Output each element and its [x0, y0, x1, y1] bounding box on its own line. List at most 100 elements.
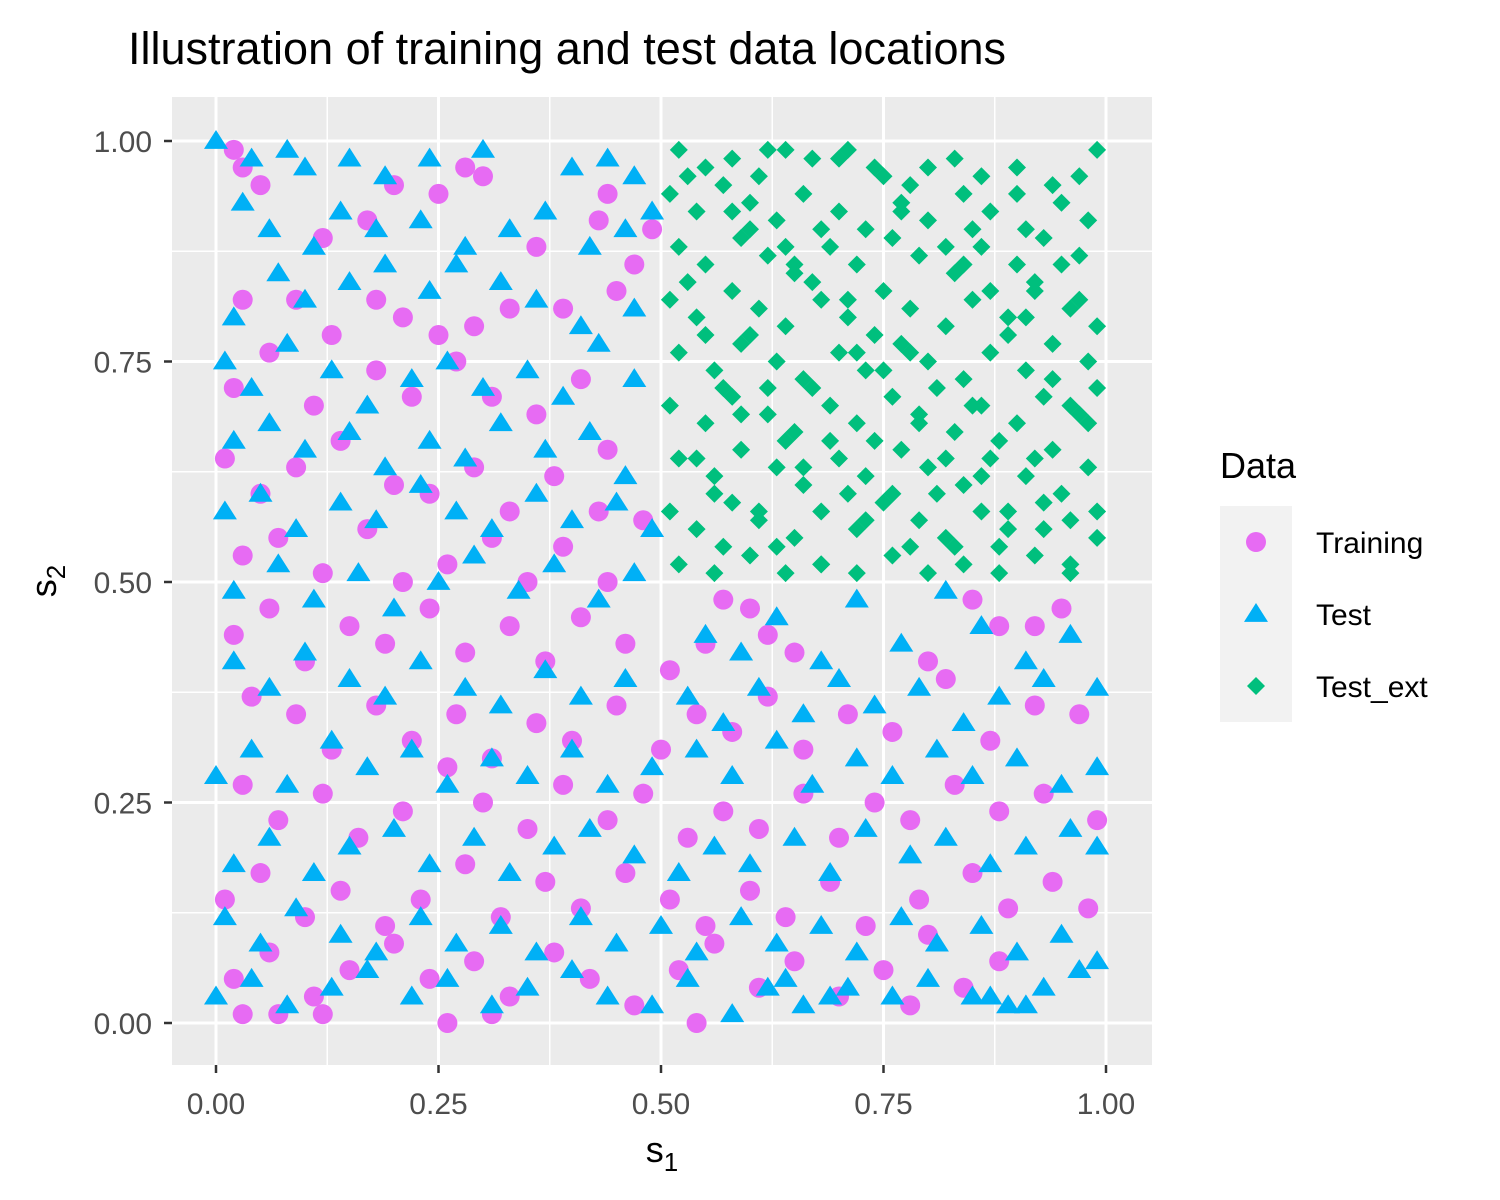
point-training: [375, 915, 396, 936]
legend: Data Training Test Test_ext: [1220, 445, 1428, 722]
point-training: [695, 915, 716, 936]
point-test-ext: [945, 423, 964, 442]
point-training: [1087, 810, 1108, 831]
point-training: [553, 536, 574, 557]
point-test-ext: [954, 255, 973, 274]
point-test: [560, 959, 584, 978]
point-test: [924, 738, 949, 758]
point-test-ext: [723, 202, 742, 221]
point-test-ext: [883, 546, 902, 565]
point-test: [435, 350, 460, 370]
point-test: [622, 297, 647, 317]
point-test-ext: [758, 405, 777, 424]
point-test: [640, 518, 665, 537]
point-test: [533, 438, 558, 458]
point-test-ext: [1079, 211, 1098, 230]
point-training: [535, 871, 556, 892]
point-test: [373, 685, 398, 705]
point-test-ext: [1070, 246, 1089, 265]
point-test-ext: [723, 149, 742, 168]
point-test-ext: [972, 237, 991, 256]
point-test-ext: [714, 378, 733, 397]
point-test-ext: [910, 246, 929, 265]
point-test: [533, 200, 558, 220]
point-test: [844, 941, 869, 961]
point-test: [488, 694, 513, 714]
point-training: [312, 783, 333, 804]
point-training: [989, 616, 1010, 637]
point-test: [613, 668, 638, 687]
point-test-ext: [767, 537, 786, 556]
point-test-ext: [1070, 167, 1089, 186]
point-training: [303, 986, 324, 1007]
point-training: [223, 968, 244, 989]
point-training: [659, 660, 680, 681]
point-training: [624, 995, 645, 1016]
point-test-ext: [812, 290, 831, 309]
point-test-ext: [776, 564, 795, 583]
point-test: [924, 932, 949, 952]
point-test: [675, 967, 700, 987]
point-training: [989, 801, 1010, 822]
legend-entries: Training Test Test_ext: [1244, 527, 1428, 704]
point-training: [250, 863, 271, 884]
point-test-ext: [678, 167, 697, 186]
point-test-ext: [901, 176, 920, 195]
point-test: [827, 668, 851, 687]
point-test-ext: [830, 449, 848, 468]
point-training: [757, 624, 778, 645]
point-test-ext: [1025, 546, 1044, 565]
point-test-ext: [910, 414, 929, 433]
point-test-ext: [972, 167, 991, 186]
point-training: [312, 1004, 333, 1025]
point-training: [713, 801, 734, 822]
point-training: [775, 907, 796, 928]
y-tick-labels: 0.00 0.25 0.50 0.75 1.00: [94, 126, 152, 1041]
point-training: [375, 633, 396, 654]
point-test: [266, 553, 291, 573]
point-test: [729, 906, 754, 926]
point-test: [666, 862, 691, 881]
point-test: [1005, 747, 1029, 767]
legend-title: Data: [1220, 445, 1297, 486]
point-test: [453, 447, 478, 467]
point-training: [312, 563, 333, 584]
point-test-ext: [1025, 273, 1044, 292]
point-training: [392, 307, 413, 328]
point-test-ext: [1008, 414, 1026, 433]
point-test: [275, 773, 300, 793]
point-test: [622, 368, 647, 388]
point-test-ext: [910, 511, 929, 530]
point-training: [526, 404, 547, 425]
point-test-ext: [1043, 440, 1062, 459]
point-training: [499, 298, 520, 319]
point-test: [515, 359, 540, 379]
point-test: [560, 156, 584, 176]
point-test-ext: [847, 414, 866, 433]
point-test-ext: [963, 396, 982, 415]
point-training: [864, 792, 885, 813]
point-test-ext: [714, 537, 733, 556]
legend-training-key: [1246, 532, 1266, 552]
point-test: [960, 765, 985, 784]
point-test: [399, 985, 424, 1005]
point-test-ext: [794, 475, 813, 494]
point-test: [337, 835, 362, 855]
point-test: [408, 209, 433, 229]
point-test-ext: [981, 202, 1000, 221]
point-test-ext: [776, 237, 795, 256]
point-test: [257, 676, 282, 696]
point-test-ext: [669, 343, 688, 362]
point-test: [738, 853, 762, 873]
x-tick-label: 0.00: [187, 1088, 245, 1121]
point-test: [862, 694, 887, 714]
point-test-ext: [741, 546, 759, 565]
point-test-ext: [705, 484, 724, 503]
point-test: [978, 853, 1003, 873]
point-test-ext: [821, 396, 840, 415]
point-test: [1085, 676, 1110, 696]
point-test: [1049, 773, 1074, 793]
point-test: [746, 676, 771, 696]
point-test: [586, 332, 611, 352]
point-training: [232, 1004, 253, 1025]
